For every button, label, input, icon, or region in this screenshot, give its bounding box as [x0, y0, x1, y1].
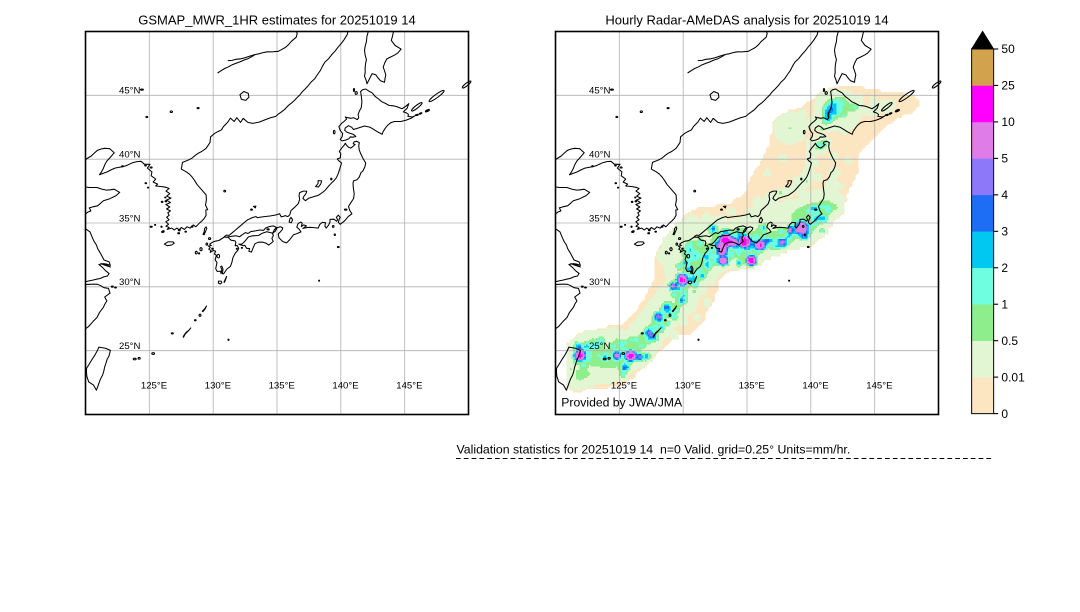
svg-text:3: 3: [1001, 225, 1008, 239]
svg-text:4: 4: [1001, 188, 1008, 202]
svg-text:5: 5: [1001, 152, 1008, 166]
svg-text:Hourly Radar-AMeDAS analysis f: Hourly Radar-AMeDAS analysis for 2025101…: [605, 13, 888, 28]
svg-text:0: 0: [1001, 407, 1008, 421]
svg-text:10: 10: [1001, 115, 1015, 129]
svg-text:0.5: 0.5: [1001, 334, 1018, 348]
svg-text:25: 25: [1001, 79, 1015, 93]
svg-text:Provided by JWA/JMA: Provided by JWA/JMA: [561, 395, 683, 409]
svg-text:0.01: 0.01: [1001, 370, 1025, 384]
svg-text:Validation statistics for 2025: Validation statistics for 20251019 14 n=…: [457, 443, 851, 457]
svg-text:2: 2: [1001, 261, 1008, 275]
svg-text:50: 50: [1001, 42, 1015, 56]
svg-text:GSMAP_MWR_1HR estimates for 20: GSMAP_MWR_1HR estimates for 20251019 14: [138, 13, 415, 28]
svg-text:1: 1: [1001, 297, 1008, 311]
